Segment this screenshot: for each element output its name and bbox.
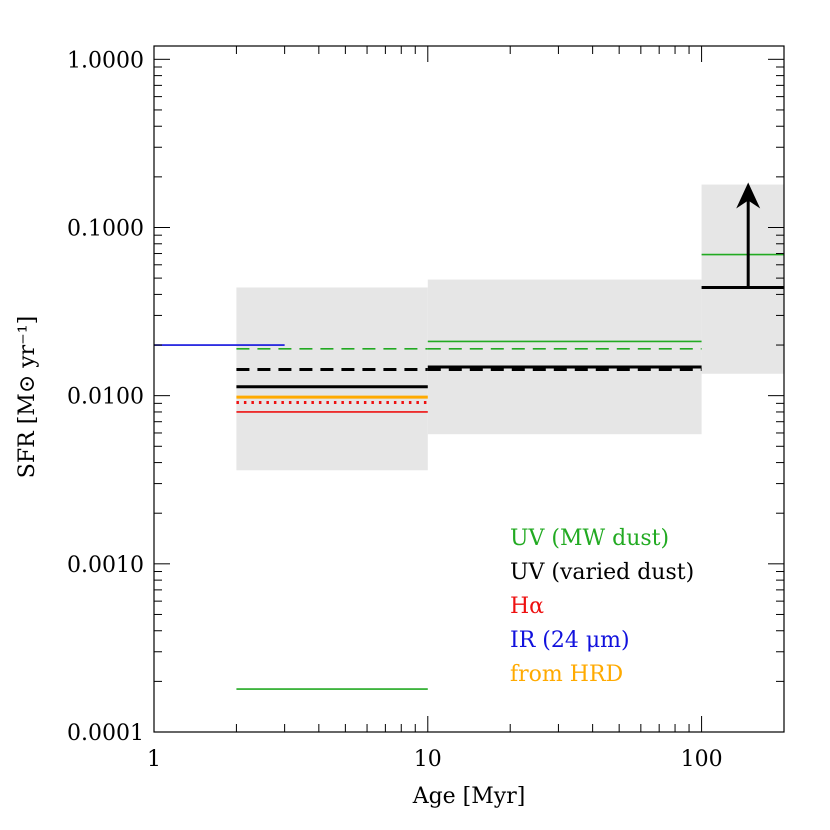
- lower-limit-arrow: [736, 182, 761, 288]
- legend: UV (MW dust) UV (varied dust) Hα IR (24 μm)…: [510, 526, 694, 687]
- x-tick-label: 10: [414, 747, 442, 772]
- uncertainty-band-3: [701, 184, 784, 374]
- uncertainty-band-2: [427, 279, 702, 435]
- sfr-segments: [154, 253, 784, 690]
- x-tick-label: 100: [681, 747, 723, 772]
- uncertainty-band-1: [236, 287, 428, 471]
- legend-entry-uv-varied: UV (varied dust): [510, 560, 694, 585]
- plot-frame: [153, 45, 785, 733]
- axis-tick-labels: 1 10 100 0.0001 0.0010 0.0100 0.1000 1.0000: [67, 48, 723, 772]
- y-tick-label: 0.1000: [67, 216, 144, 241]
- legend-entry-hrd: from HRD: [510, 662, 623, 687]
- legend-entry-uv-mw: UV (MW dust): [510, 526, 669, 551]
- y-tick-label: 1.0000: [67, 48, 144, 73]
- uncertainty-bands: [236, 184, 784, 471]
- y-tick-label: 0.0010: [67, 553, 144, 578]
- y-tick-label: 0.0100: [67, 385, 144, 410]
- x-axis-label: Age [Myr]: [412, 784, 526, 809]
- y-tick-label: 0.0001: [67, 721, 144, 746]
- axis-ticks: [153, 46, 785, 733]
- arrow-head: [736, 182, 761, 209]
- legend-entry-halpha: Hα: [510, 594, 544, 619]
- y-axis-label: SFR [M⊙ yr⁻¹]: [15, 316, 40, 478]
- x-tick-label: 1: [147, 747, 161, 772]
- legend-entry-ir: IR (24 μm): [510, 628, 630, 653]
